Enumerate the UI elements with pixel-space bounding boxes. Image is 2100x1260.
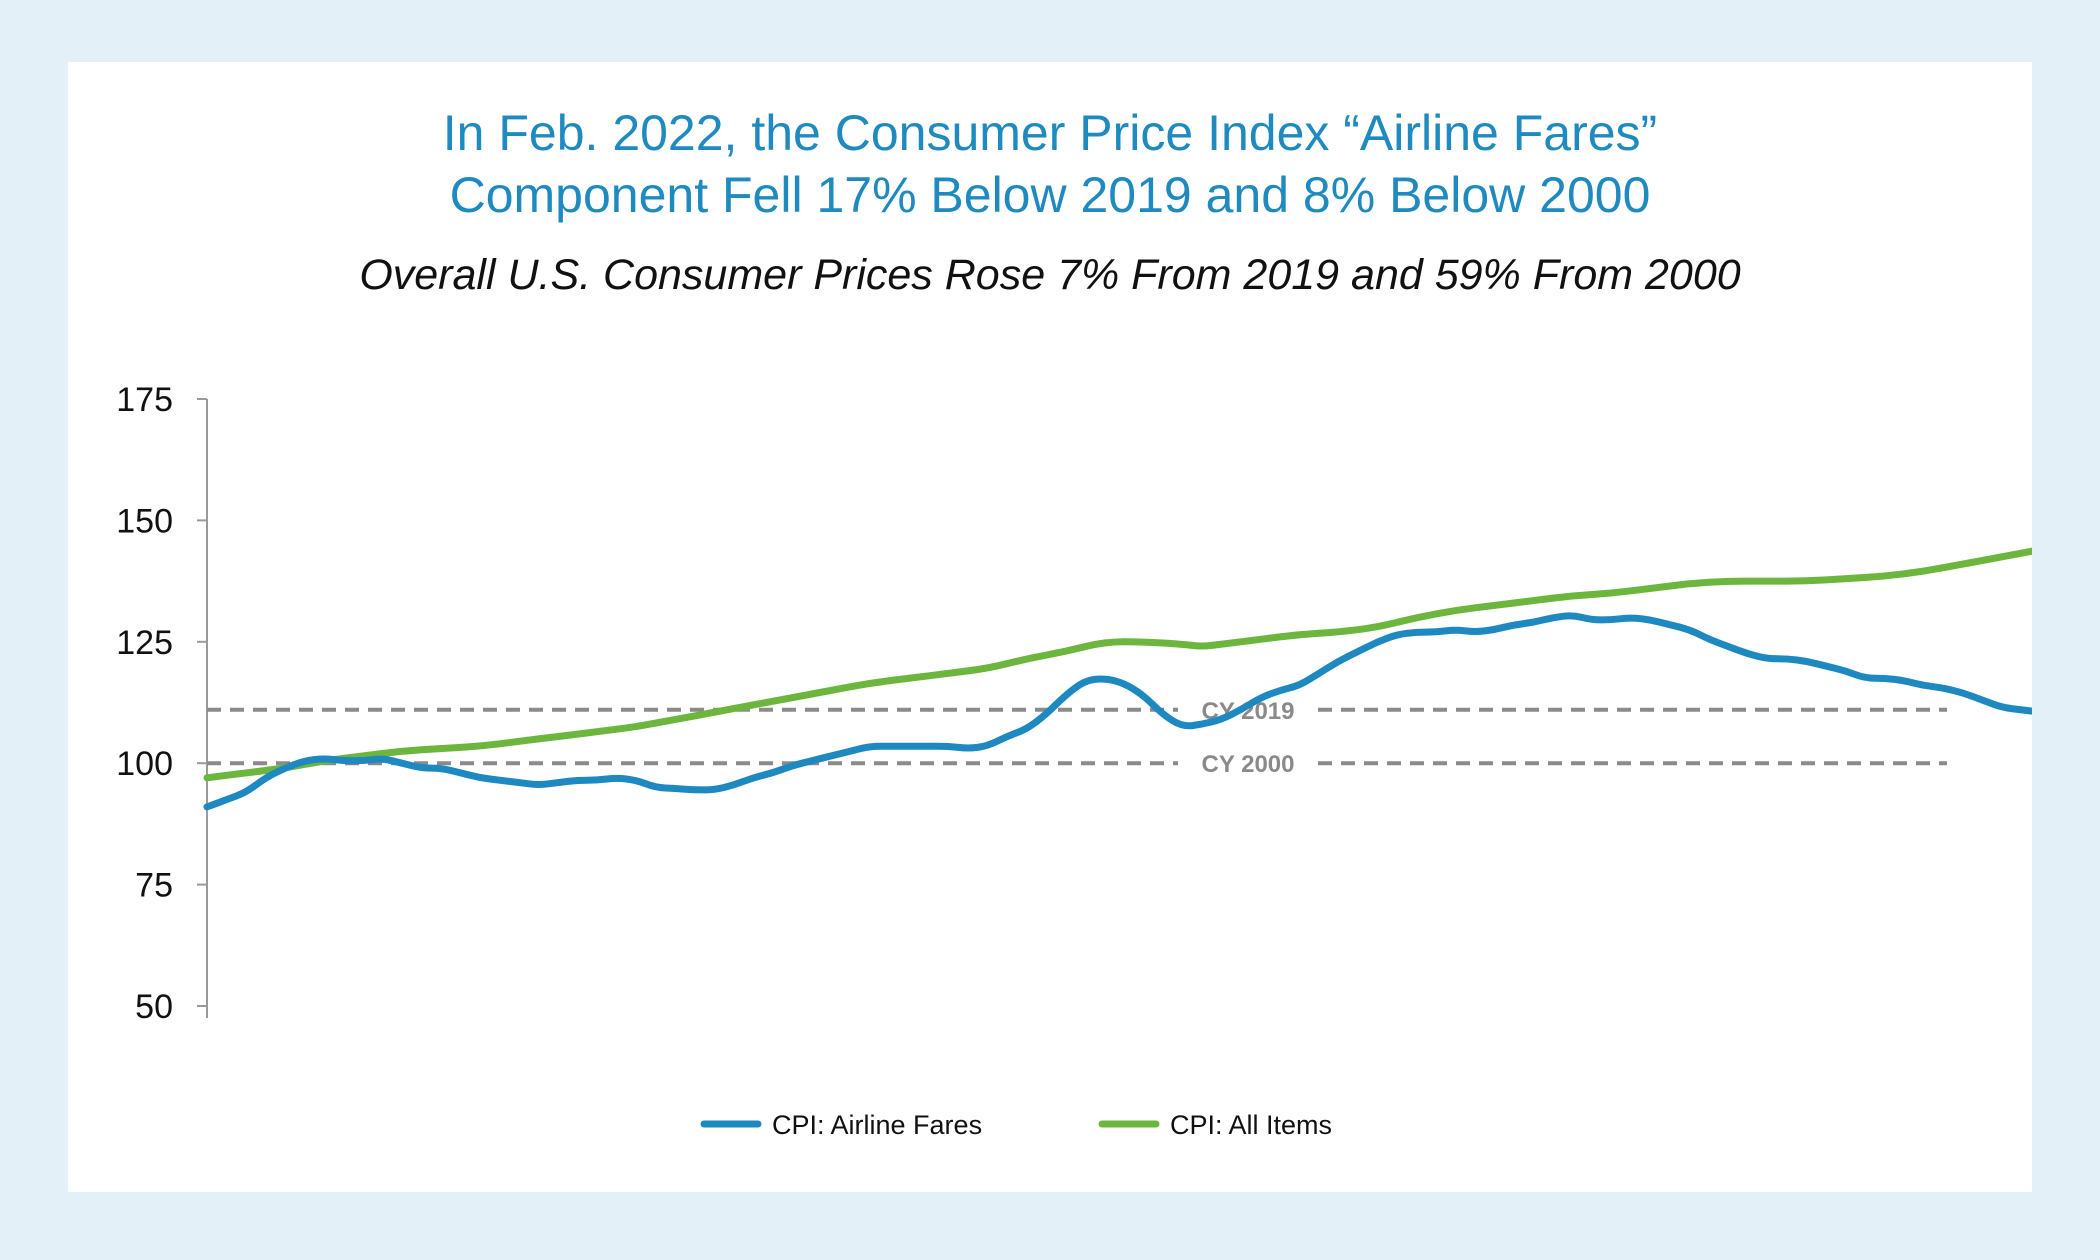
chart-title-line-1: In Feb. 2022, the Consumer Price Index “… [442, 105, 1658, 161]
legend-label-cpi-airline-fares: CPI: Airline Fares [772, 1110, 982, 1140]
chart-title-line-2: Component Fell 17% Below 2019 and 8% Bel… [449, 167, 1651, 223]
ref-label-cy-2000: CY 2000 [1202, 751, 1295, 778]
y-tick-label-75: 75 [135, 867, 173, 905]
y-tick-label-50: 50 [135, 988, 173, 1026]
series-line-cpi-all-items [203, 547, 2032, 782]
chart-card: In Feb. 2022, the Consumer Price Index “… [68, 62, 2032, 1192]
chart-subtitle: Overall U.S. Consumer Prices Rose 7% Fro… [359, 251, 1741, 299]
y-tick-label-150: 150 [116, 502, 173, 540]
y-tick-label-175: 175 [116, 381, 173, 419]
legend-label-cpi-all-items: CPI: All Items [1170, 1110, 1332, 1140]
y-tick-label-100: 100 [116, 745, 173, 783]
y-tick-label-125: 125 [116, 624, 173, 662]
chart-title: In Feb. 2022, the Consumer Price Index “… [68, 102, 2032, 226]
series-line-cpi-airline-fares [203, 612, 2032, 811]
